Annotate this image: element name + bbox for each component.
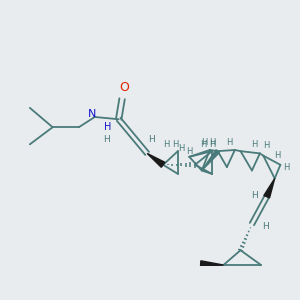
- Text: H: H: [200, 140, 206, 149]
- Polygon shape: [147, 153, 165, 167]
- Polygon shape: [202, 150, 220, 170]
- Text: H: H: [178, 144, 184, 153]
- Text: H: H: [251, 140, 257, 149]
- Text: H: H: [163, 140, 170, 149]
- Text: H: H: [274, 151, 280, 160]
- Polygon shape: [264, 178, 275, 198]
- Text: H: H: [186, 147, 193, 156]
- Text: H: H: [209, 140, 215, 149]
- Text: H: H: [263, 141, 270, 150]
- Text: H: H: [209, 137, 215, 146]
- Text: H: H: [262, 222, 269, 231]
- Text: H: H: [103, 135, 110, 144]
- Polygon shape: [200, 261, 224, 267]
- Text: N: N: [88, 109, 97, 118]
- Text: H: H: [283, 163, 289, 172]
- Text: H: H: [226, 137, 232, 146]
- Text: H: H: [201, 137, 207, 146]
- Text: H: H: [251, 191, 258, 200]
- Text: H: H: [148, 135, 155, 144]
- Text: O: O: [119, 81, 129, 94]
- Text: H: H: [172, 140, 179, 149]
- Text: H: H: [103, 122, 111, 132]
